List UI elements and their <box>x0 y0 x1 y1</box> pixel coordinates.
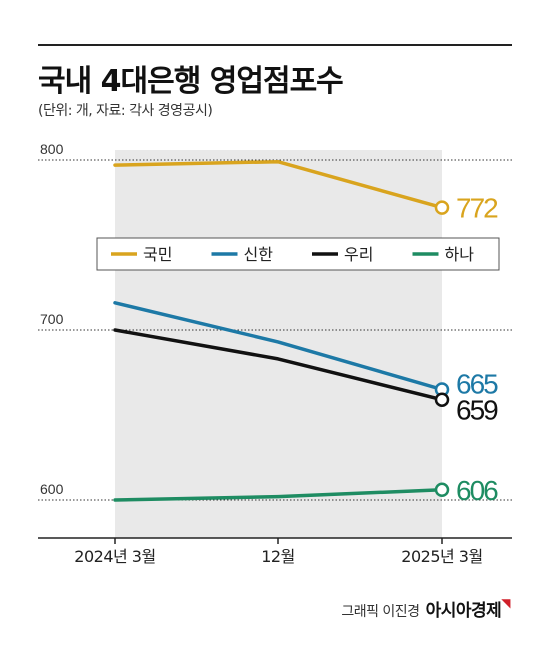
chart-subtitle: (단위: 개, 자료: 각사 경영공시) <box>38 103 213 119</box>
credit: 그래픽 이진경 아시아경제◥ <box>341 596 510 621</box>
end-marker-3 <box>434 482 450 498</box>
chart-title: 국내 4대은행 영업점포수 <box>38 64 344 99</box>
end-value-label-1: 665 <box>456 369 498 400</box>
credit-text: 그래픽 이진경 <box>341 604 420 620</box>
shaded-period <box>115 150 442 538</box>
y-tick-label-600: 600 <box>40 481 64 497</box>
y-tick-label-800: 800 <box>40 141 64 157</box>
top-rule <box>38 44 512 46</box>
end-value-label-3: 606 <box>456 475 498 506</box>
y-tick-label-700: 700 <box>40 311 64 327</box>
x-tick-label-0: 2024년 3월 <box>74 547 155 566</box>
end-value-label-2: 659 <box>456 395 498 426</box>
legend-label-2: 우리 <box>344 245 373 264</box>
end-marker-2 <box>434 392 450 407</box>
end-value-label-0: 772 <box>456 193 498 224</box>
legend-label-1: 신한 <box>244 245 274 264</box>
legend-label-3: 하나 <box>445 245 475 264</box>
legend-label-0: 국민 <box>143 245 172 264</box>
brand-logo: 아시아경제 <box>425 601 502 621</box>
x-tick-label-1: 12월 <box>261 547 295 566</box>
x-tick-label-2: 2025년 3월 <box>401 547 482 566</box>
brand-mark-icon: ◥ <box>501 596 510 610</box>
end-marker-0 <box>434 200 450 215</box>
